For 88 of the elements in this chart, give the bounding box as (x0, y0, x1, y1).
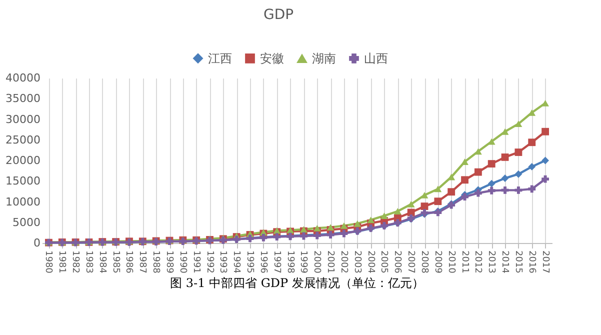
point (514, 148, 522, 156)
y-tick-label: 10000 (6, 195, 40, 208)
x-tick-label: 2012 (472, 250, 483, 274)
chart-title: GDP (263, 7, 294, 23)
point (488, 138, 496, 145)
point (474, 168, 482, 176)
x-tick-label: 1991 (190, 250, 201, 274)
x-tick-label: 1989 (164, 250, 174, 274)
x-tick-label: 1985 (110, 250, 120, 274)
x-tick-label: 2017 (540, 250, 550, 274)
x-tick-label: 1996 (258, 250, 268, 274)
point (514, 120, 522, 127)
legend-label: 江西 (208, 51, 232, 66)
point (434, 186, 442, 192)
y-tick-label: 20000 (6, 154, 40, 167)
point (488, 186, 496, 194)
x-tick-label: 1994 (231, 250, 242, 274)
point (514, 186, 522, 194)
x-tick-label: 2010 (446, 250, 456, 274)
x-tick-label: 1984 (96, 250, 107, 274)
x-tick-label: 1998 (284, 250, 295, 274)
x-tick-label: 2003 (352, 250, 362, 274)
point (514, 170, 522, 178)
point (326, 224, 334, 231)
y-tick-label: 35000 (6, 92, 40, 106)
point (448, 188, 456, 196)
x-tick-label: 1990 (177, 250, 188, 274)
y-tick-label: 40000 (6, 72, 40, 84)
x-tick-label: 2014 (500, 250, 510, 274)
x-tick-label: 2016 (526, 250, 536, 274)
caption: 图 3-1 中部四省 GDP 发展情况（单位：亿元） (170, 276, 424, 290)
point (488, 160, 496, 168)
x-tick-label: 1980 (43, 250, 54, 274)
point (542, 128, 549, 136)
x-tick-label: 2006 (392, 250, 402, 274)
point (420, 202, 428, 210)
point (542, 175, 549, 183)
point (367, 216, 375, 224)
x-tick-label: 1997 (271, 250, 282, 274)
legend-label: 山西 (364, 51, 388, 66)
x-tick-label: 1995 (244, 250, 255, 274)
x-tick-label: 1982 (70, 250, 80, 274)
y-tick-label: 15000 (6, 174, 40, 188)
point (501, 128, 509, 135)
point (340, 222, 348, 229)
x-tick-label: 1999 (298, 250, 308, 274)
x-tick-label: 2013 (486, 250, 496, 274)
point (501, 153, 509, 161)
point (501, 186, 509, 194)
point (394, 208, 402, 214)
point (461, 176, 468, 184)
y-tick-label: 30000 (6, 112, 40, 126)
x-tick-label: 2007 (406, 250, 416, 274)
point (313, 224, 321, 232)
x-tick-label: 2015 (512, 250, 523, 274)
x-tick-label: 2002 (338, 250, 348, 274)
point (380, 212, 388, 219)
point (461, 193, 468, 201)
y-tick-label: 0 (34, 236, 40, 250)
point (488, 180, 496, 188)
point (420, 192, 428, 198)
point (528, 138, 536, 146)
x-tick-label: 2001 (325, 250, 336, 274)
x-tick-label: 2008 (419, 250, 429, 274)
legend-label: 安徽 (260, 51, 284, 66)
y-tick-label: 5000 (12, 216, 40, 229)
point (354, 220, 362, 227)
x-tick-label: 2004 (365, 250, 376, 274)
point (528, 185, 536, 193)
legend-label: 湖南 (312, 52, 336, 66)
x-tick-label: 1992 (204, 250, 214, 274)
x-tick-label: 2009 (432, 250, 442, 274)
point (542, 100, 549, 106)
x-tick-label: 2011 (459, 250, 470, 274)
x-tick-label: 1983 (83, 250, 94, 274)
point (434, 198, 442, 206)
x-tick-label: 2005 (378, 250, 389, 274)
x-tick-label: 2000 (312, 250, 322, 274)
point (528, 162, 536, 170)
point (407, 201, 415, 208)
y-tick-label: 25000 (6, 133, 40, 146)
x-tick-label: 1988 (150, 250, 161, 274)
x-tick-label: 1986 (124, 250, 134, 274)
x-tick-label: 1981 (56, 250, 67, 274)
x-tick-label: 1987 (137, 250, 148, 274)
point (461, 158, 468, 165)
x-tick-label: 1993 (218, 250, 228, 274)
point (474, 189, 482, 197)
